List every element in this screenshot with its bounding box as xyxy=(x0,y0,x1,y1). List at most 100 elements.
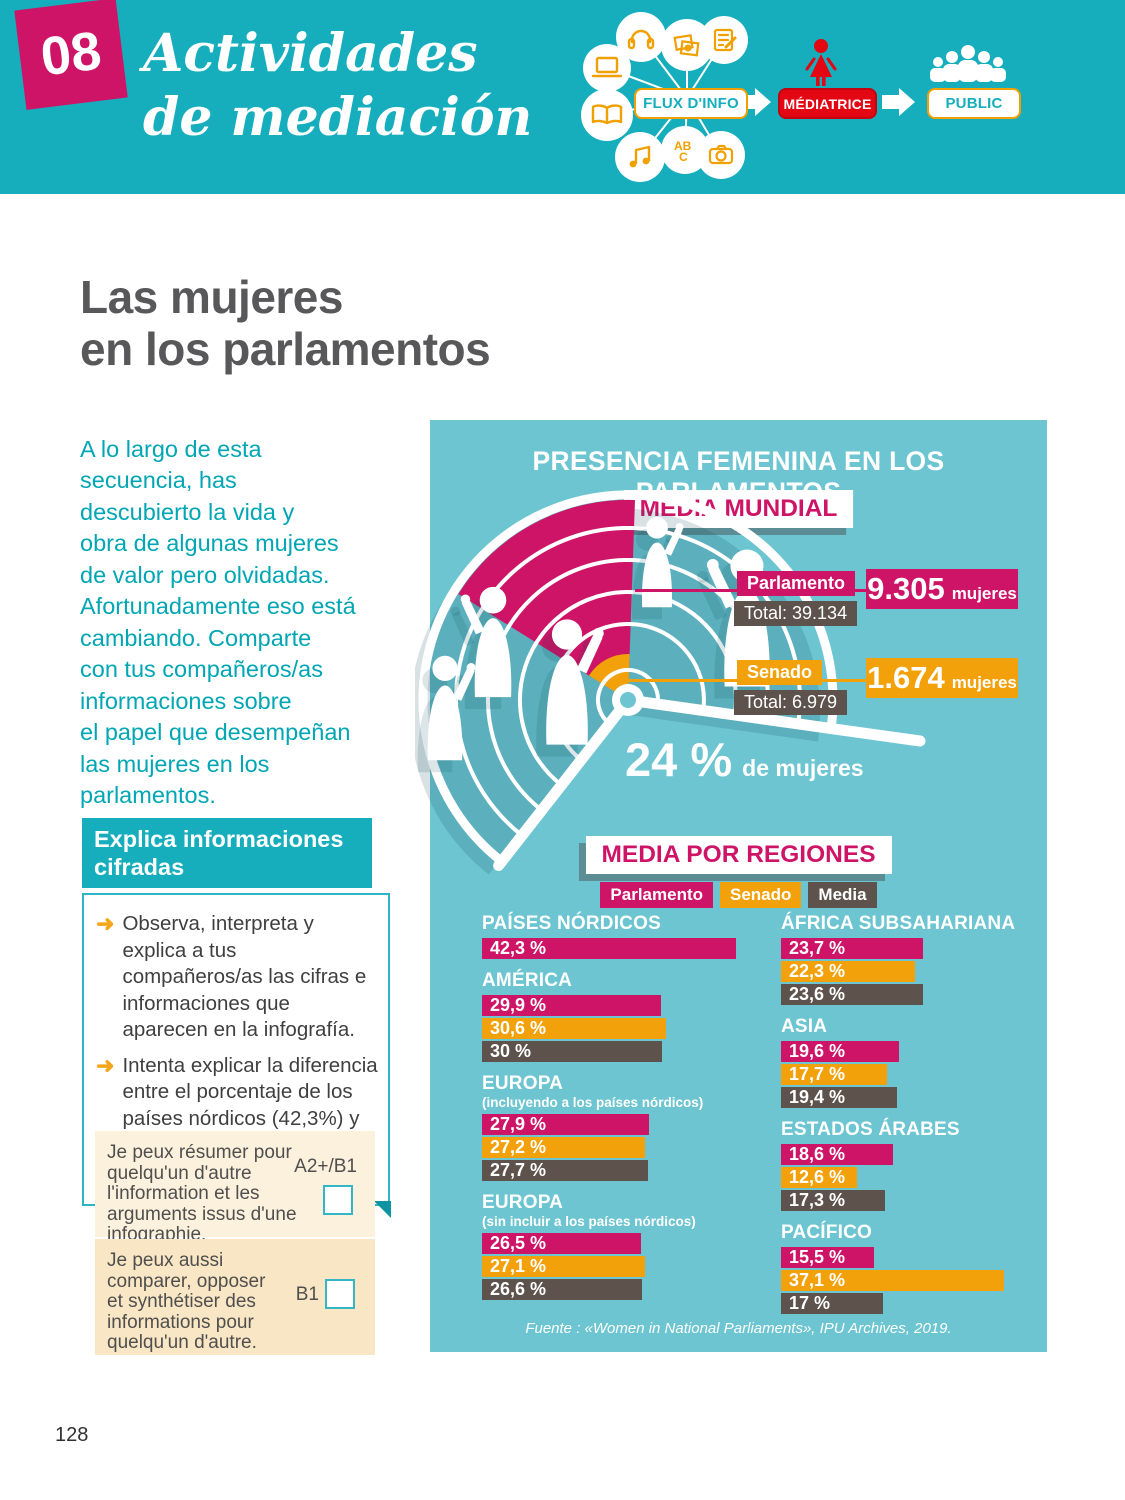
unit-number: 08 xyxy=(37,20,105,88)
camera-icon xyxy=(697,131,745,179)
parlamento-unit: mujeres xyxy=(951,584,1017,603)
activity-bullet: ➜ Observa, interpreta y explica a tus co… xyxy=(96,911,378,1044)
fan-edges xyxy=(493,694,926,871)
region-name: PACÍFICO xyxy=(781,1222,872,1243)
bar-parlamento: 29,9 % xyxy=(482,995,662,1016)
region-block: ASIA 19,6 % 17,7 % 19,4 % xyxy=(781,1017,1043,1108)
parlamento-label: Parlamento xyxy=(737,571,856,596)
region-block: ÁFRICA SUBSAHARIANA 23,7 % 22,3 % 23,6 % xyxy=(781,914,1043,1005)
senado-unit: mujeres xyxy=(951,673,1017,692)
self-assessment-1: Je peux résumer pour quelqu'un d'autre l… xyxy=(95,1131,375,1245)
bullet-text: Observa, interpreta y explica a tus comp… xyxy=(122,912,367,1041)
checkbox-a2-b1[interactable] xyxy=(323,1185,353,1215)
region-name: ÁFRICA SUBSAHARIANA xyxy=(781,913,1016,934)
infographic-panel: PRESENCIA FEMENINA EN LOS PARLAMENTOS ME… xyxy=(415,420,1047,1352)
regions-legend: Parlamento Senado Media xyxy=(430,882,1047,908)
media-icons: AB C xyxy=(581,12,748,182)
bar-senado: 22,3 % xyxy=(781,961,915,982)
legend-senado: Senado xyxy=(720,882,802,908)
unit-number-badge: 08 xyxy=(14,0,128,110)
self-assessment-text: Je peux résumer pour quelqu'un d'autre l… xyxy=(107,1142,297,1245)
region-block: EUROPA (incluyendo a los países nórdicos)… xyxy=(482,1074,774,1181)
page-number: 128 xyxy=(55,1424,89,1446)
alphabet-icon: AB C xyxy=(661,126,709,174)
svg-text:C: C xyxy=(679,150,688,164)
arrow-right-icon xyxy=(882,88,915,116)
region-block: ESTADOS ÁRABES 18,6 % 12,6 % 17,3 % xyxy=(781,1120,1043,1211)
bar-parlamento: 27,9 % xyxy=(482,1114,650,1135)
bar-parlamento: 19,6 % xyxy=(781,1041,899,1062)
region-subtitle: (incluyendo a los países nórdicos) xyxy=(482,1095,704,1110)
region-subtitle: (sin incluir a los países nórdicos) xyxy=(482,1214,696,1229)
intro-paragraph: A lo largo de esta secuencia, has descub… xyxy=(80,435,356,809)
note-icon xyxy=(700,16,748,64)
region-name: EUROPA xyxy=(482,1192,564,1213)
bar-media: 26,6 % xyxy=(482,1279,642,1300)
book-icon xyxy=(581,89,633,141)
region-name: ESTADOS ÁRABES xyxy=(781,1119,960,1140)
public-box: PUBLIC xyxy=(927,88,1021,119)
fold-corner xyxy=(374,1201,391,1218)
region-name: EUROPA xyxy=(482,1073,564,1094)
bar-senado: 27,1 % xyxy=(482,1256,645,1277)
flux-info-box: FLUX D'INFO xyxy=(634,88,748,119)
parlamento-total: Total: 39.134 xyxy=(734,601,858,626)
level-label: A2+/B1 xyxy=(294,1156,357,1177)
region-block: PAÍSES NÓRDICOS 42,3 % xyxy=(482,914,774,959)
self-assessment-2: Je peux aussi comparer, opposer et synth… xyxy=(95,1239,375,1355)
region-block: AMÉRICA 29,9 % 30,6 % 30 % xyxy=(482,971,774,1062)
region-block: PACÍFICO 15,5 % 37,1 % 17 % xyxy=(781,1223,1043,1314)
senado-total: Total: 6.979 xyxy=(734,690,848,715)
legend-parlamento: Parlamento xyxy=(600,882,713,908)
bar-parlamento: 15,5 % xyxy=(781,1247,874,1268)
checkbox-b1[interactable] xyxy=(325,1279,355,1309)
bar-senado: 30,6 % xyxy=(482,1018,666,1039)
bar-media: 19,4 % xyxy=(781,1087,898,1108)
bar-parlamento: 42,3 % xyxy=(482,938,736,959)
region-block: EUROPA (sin incluir a los países nórdicos… xyxy=(482,1193,774,1300)
arrow-bullet-icon: ➜ xyxy=(96,1052,115,1078)
senado-value-box: 1.674 mujeres xyxy=(866,658,1018,698)
bar-parlamento: 18,6 % xyxy=(781,1144,893,1165)
headphones-icon xyxy=(616,12,666,62)
region-name: AMÉRICA xyxy=(482,970,573,991)
parlamento-value-box: 9.305 mujeres xyxy=(866,569,1018,609)
senate-wedge xyxy=(589,653,630,692)
percent-value: 24 % xyxy=(625,733,733,786)
page-title: Las mujeres en los parlamentos xyxy=(80,270,491,375)
bar-senado: 12,6 % xyxy=(781,1167,857,1188)
arrow-bullet-icon: ➜ xyxy=(96,911,115,936)
photos-icon xyxy=(661,19,713,71)
media-regiones-heading: MEDIA POR REGIONES xyxy=(585,836,892,874)
band-title: Actividades de mediación xyxy=(143,23,533,148)
regions-column-left: PAÍSES NÓRDICOS 42,3 % AMÉRICA 29,9 % 30,6 %… xyxy=(482,914,774,1312)
music-icon xyxy=(615,132,665,182)
hemicycle-chart xyxy=(415,490,926,875)
level-label: B1 xyxy=(295,1284,319,1305)
bar-media: 23,6 % xyxy=(781,984,923,1005)
legend-media: Media xyxy=(808,882,877,908)
source-note: Fuente : «Women in National Parliaments»… xyxy=(525,1320,952,1337)
bar-senado: 27,2 % xyxy=(482,1137,646,1158)
parlamento-value: 9.305 xyxy=(867,571,945,606)
svg-text:AB: AB xyxy=(674,139,692,153)
woman-icon xyxy=(805,39,837,86)
header-band: AB C xyxy=(0,0,1125,194)
region-name: PAÍSES NÓRDICOS xyxy=(482,913,661,934)
senado-value: 1.674 xyxy=(867,660,945,695)
senado-label: Senado xyxy=(737,660,823,685)
activity-heading: Explica informaciones cifradas xyxy=(82,818,372,888)
laptop-icon xyxy=(583,44,631,92)
region-name: ASIA xyxy=(781,1016,828,1037)
self-assessment-text: Je peux aussi comparer, opposer et synth… xyxy=(107,1250,266,1353)
bar-media: 30 % xyxy=(482,1041,662,1062)
bar-media: 17 % xyxy=(781,1293,883,1314)
crowd-icon xyxy=(930,45,1006,82)
regions-column-right: ÁFRICA SUBSAHARIANA 23,7 % 22,3 % 23,6 % ASI… xyxy=(781,914,1043,1326)
percent-unit: de mujeres xyxy=(742,755,864,781)
bar-parlamento: 26,5 % xyxy=(482,1233,641,1254)
mediatrice-box: MÉDIATRICE xyxy=(778,88,877,119)
world-percentage: 24 % de mujeres xyxy=(625,732,864,787)
bar-media: 27,7 % xyxy=(482,1160,649,1181)
